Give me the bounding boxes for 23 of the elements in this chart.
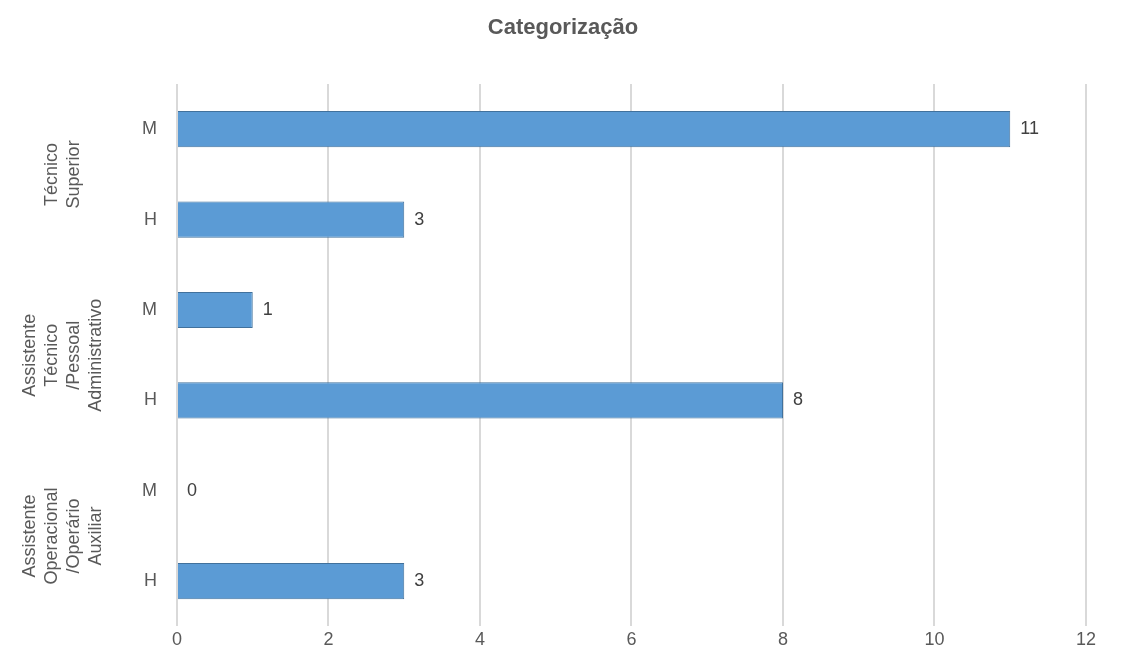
x-tick-label: 0 <box>171 629 182 650</box>
chart-title: Categorização <box>486 13 640 41</box>
data-label: 3 <box>414 570 425 591</box>
y-tick-label: H <box>143 208 157 229</box>
x-tick-label: 8 <box>777 629 789 650</box>
x-tick-label: 4 <box>474 629 485 650</box>
text: Assistente Operacional /Operário Auxiliar <box>18 487 105 585</box>
y-tick-label: M <box>141 118 157 139</box>
data-label: 11 <box>1020 118 1039 139</box>
data-label: 1 <box>262 298 273 319</box>
data-label: 0 <box>186 479 198 500</box>
data-label: 3 <box>414 208 425 229</box>
data-label: 8 <box>793 389 804 410</box>
x-tick-label: 10 <box>924 629 945 650</box>
y-tick-label: H <box>143 389 157 410</box>
x-tick-label: 2 <box>323 629 334 650</box>
x-tick-label: 12 <box>1075 629 1097 650</box>
y-tick-label: H <box>143 570 157 591</box>
y-tick-label: M <box>141 479 157 500</box>
x-tick-label: 6 <box>626 629 637 650</box>
text: Assistente Técnico /Pessoal Administrativo <box>18 298 105 412</box>
text: Técnico Superior <box>40 140 83 209</box>
y-tick-label: M <box>141 298 157 319</box>
